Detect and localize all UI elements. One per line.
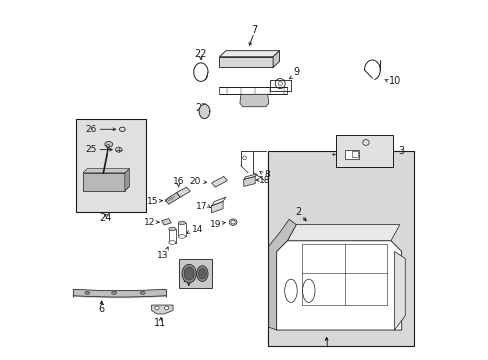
Ellipse shape [168, 227, 176, 231]
Ellipse shape [155, 306, 159, 310]
Ellipse shape [184, 267, 194, 280]
Text: 26: 26 [85, 125, 96, 134]
Text: 8: 8 [264, 170, 269, 179]
Text: 10: 10 [388, 76, 401, 86]
Polygon shape [219, 57, 272, 67]
Text: 13: 13 [157, 251, 168, 260]
Ellipse shape [229, 219, 237, 225]
Text: 6: 6 [99, 304, 104, 314]
Polygon shape [268, 219, 296, 330]
Polygon shape [244, 176, 255, 186]
Text: 12: 12 [143, 218, 155, 227]
Text: 14: 14 [191, 225, 203, 234]
Ellipse shape [164, 306, 168, 310]
Ellipse shape [84, 291, 90, 294]
Polygon shape [165, 193, 180, 204]
Polygon shape [124, 168, 129, 191]
Bar [178, 223, 185, 237]
Polygon shape [211, 197, 225, 206]
Bar [344, 150, 358, 158]
Text: 11: 11 [154, 318, 166, 328]
Ellipse shape [284, 279, 297, 302]
Polygon shape [272, 51, 279, 67]
Bar [267, 152, 413, 346]
Text: 25: 25 [85, 145, 96, 154]
Text: 18: 18 [258, 176, 270, 185]
Text: 23: 23 [195, 103, 207, 113]
Text: 2: 2 [294, 207, 301, 217]
Text: 3: 3 [397, 146, 404, 156]
Text: 1: 1 [323, 339, 329, 349]
Ellipse shape [168, 241, 176, 244]
Ellipse shape [140, 291, 145, 294]
Ellipse shape [196, 266, 207, 282]
Bar [351, 151, 357, 157]
Polygon shape [211, 202, 223, 213]
Text: 16: 16 [172, 177, 184, 186]
Polygon shape [176, 187, 190, 197]
Polygon shape [276, 241, 401, 330]
Text: 24: 24 [100, 212, 112, 222]
Text: ←5: ←5 [342, 138, 353, 147]
Ellipse shape [182, 264, 196, 283]
Ellipse shape [198, 268, 206, 279]
Bar [335, 135, 392, 167]
Polygon shape [219, 51, 279, 57]
Ellipse shape [178, 235, 185, 238]
Polygon shape [83, 168, 129, 173]
Polygon shape [287, 225, 399, 241]
Text: 22: 22 [194, 49, 207, 59]
Polygon shape [211, 176, 227, 187]
Ellipse shape [178, 221, 185, 225]
Ellipse shape [111, 291, 116, 294]
Polygon shape [83, 186, 129, 191]
Text: 7: 7 [250, 25, 257, 35]
Bar [179, 259, 212, 288]
Ellipse shape [104, 141, 112, 147]
Ellipse shape [115, 147, 122, 152]
Polygon shape [151, 305, 173, 314]
Text: ←4: ←4 [331, 150, 342, 159]
Text: 20: 20 [189, 177, 201, 186]
Polygon shape [244, 174, 257, 179]
Text: 9: 9 [292, 67, 298, 77]
Text: 21: 21 [182, 274, 195, 284]
Bar [83, 173, 124, 191]
Text: 17: 17 [196, 202, 207, 211]
Text: 15: 15 [146, 197, 158, 206]
Polygon shape [199, 104, 209, 118]
Polygon shape [394, 251, 405, 330]
Text: 19: 19 [209, 220, 221, 229]
Ellipse shape [302, 279, 314, 302]
Ellipse shape [230, 220, 235, 224]
Polygon shape [240, 94, 268, 107]
Bar [168, 229, 176, 243]
Bar [76, 119, 145, 212]
Polygon shape [162, 219, 171, 225]
